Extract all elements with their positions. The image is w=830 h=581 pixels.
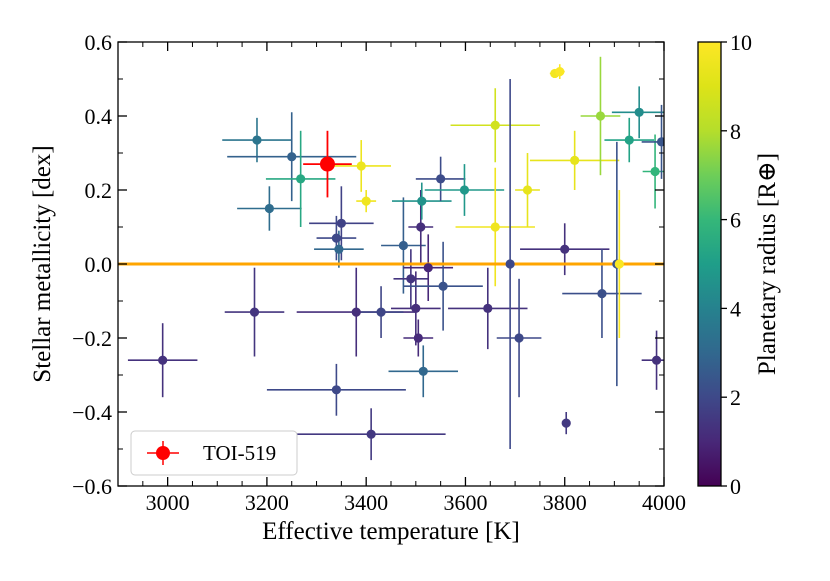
- data-point: [438, 281, 448, 291]
- data-point: [356, 161, 366, 171]
- data-point: [490, 222, 500, 232]
- data-point: [423, 263, 433, 273]
- data-point: [416, 222, 426, 232]
- colorbar-ticks: 0 2 4 6 8 10: [721, 30, 752, 499]
- data-point: [252, 135, 262, 145]
- data-point: [287, 152, 297, 162]
- data-point: [514, 333, 524, 343]
- data-point: [417, 196, 427, 206]
- legend: TOI-519: [130, 430, 298, 476]
- data-point: [522, 185, 533, 195]
- data-point: [560, 244, 570, 254]
- y-tick-label: 0.6: [85, 30, 113, 55]
- data-point: [331, 385, 341, 395]
- data-point: [296, 174, 306, 184]
- data-point: [436, 174, 446, 184]
- data-point: [650, 166, 660, 177]
- toi-519-marker: [319, 156, 335, 172]
- y-tick-label: 0.0: [85, 252, 113, 277]
- colorbar-tick-label: 8: [730, 119, 741, 144]
- x-axis-label: Effective temperature [K]: [262, 518, 520, 545]
- colorbar-tick-label: 0: [730, 474, 741, 499]
- data-point: [334, 244, 344, 254]
- x-tick-label: 3400: [344, 490, 388, 515]
- data-point: [366, 429, 376, 439]
- toi-519-point: [303, 130, 352, 198]
- y-tick-label: −0.2: [72, 326, 112, 351]
- x-axis-ticks: 3000 3200 3400 3600 3800 4000: [117, 42, 686, 515]
- data-point: [406, 274, 416, 284]
- data-point: [376, 307, 386, 317]
- colorbar-tick-label: 10: [730, 30, 752, 55]
- colorbar-gradient: [698, 42, 721, 486]
- data-point: [413, 333, 423, 343]
- data-point: [555, 67, 565, 77]
- data-point: [351, 307, 361, 317]
- x-tick-label: 3600: [443, 490, 487, 515]
- x-tick-label: 3800: [543, 490, 587, 515]
- colorbar: 0 2 4 6 8 10 Planetary radius [R⊕]: [697, 30, 781, 499]
- data-point: [336, 218, 346, 228]
- legend-label: TOI-519: [203, 441, 276, 465]
- y-axis-label: Stellar metallicity [dex]: [29, 145, 56, 382]
- data-point: [614, 259, 624, 269]
- data-point: [634, 107, 644, 117]
- data-point: [264, 203, 274, 214]
- data-point: [656, 137, 664, 147]
- data-point: [597, 289, 607, 299]
- data-point: [411, 303, 421, 313]
- data-point: [651, 355, 662, 365]
- data-point: [418, 366, 428, 376]
- x-tick-label: 3000: [146, 490, 190, 515]
- y-axis-ticks: −0.6 −0.4 −0.2 0.0 0.2 0.4 0.6: [72, 30, 664, 499]
- data-point: [361, 196, 371, 206]
- data-point: [561, 418, 571, 428]
- data-point: [459, 185, 470, 195]
- data-point: [483, 303, 493, 313]
- y-tick-label: 0.2: [85, 178, 113, 203]
- data-point: [595, 111, 606, 121]
- colorbar-label: Planetary radius [R⊕]: [754, 153, 781, 375]
- data-point: [570, 155, 580, 165]
- plot-area: 3000 3200 3400 3600 3800 4000 −0.6 −0.4 −0.2 0.0…: [72, 30, 686, 515]
- y-tick-label: 0.4: [85, 104, 113, 129]
- data-point: [249, 307, 260, 317]
- colorbar-frame: [697, 41, 722, 487]
- data-point: [398, 240, 409, 251]
- data-point: [505, 259, 515, 269]
- data-point: [490, 120, 500, 130]
- colorbar-tick-label: 6: [730, 208, 741, 233]
- legend-box: [130, 430, 298, 476]
- colorbar-tick-label: 2: [730, 385, 741, 410]
- x-tick-label: 4000: [642, 490, 686, 515]
- y-tick-label: −0.6: [72, 474, 112, 499]
- colorbar-tick-label: 4: [730, 296, 741, 321]
- data-point: [331, 233, 341, 243]
- data-point: [158, 355, 168, 365]
- x-tick-label: 3200: [245, 490, 289, 515]
- data-points: [158, 67, 664, 439]
- y-tick-label: −0.4: [72, 400, 112, 425]
- data-point: [624, 135, 634, 145]
- legend-marker: [156, 446, 170, 460]
